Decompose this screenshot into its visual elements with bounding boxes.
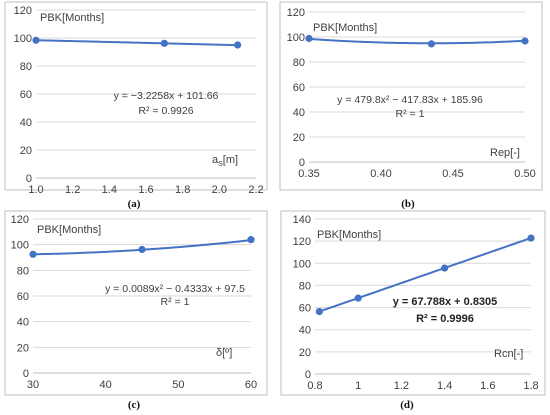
trendline-equation: y = 479.8x² − 417.83x + 185.96: [337, 94, 483, 106]
y-tick-label: 120: [287, 7, 305, 19]
y-tick-label: 100: [287, 32, 305, 44]
data-point: [138, 245, 146, 254]
chart-panel-b: 0 20 40 60 80 100 120 0.35 0.40 0.45 0.50 PBK[Month…: [279, 1, 543, 210]
y-tick-label: 40: [293, 107, 305, 119]
chart-frame: [279, 1, 543, 191]
chart-panel-d: 0 20 40 60 80 100 120 140 0.8 1 1.2 1.4 1.6 1.8 PBK[Mo…: [280, 210, 546, 411]
x-axis-label: aS[m]: [212, 154, 238, 168]
r-squared-label: R² = 1: [396, 108, 425, 120]
y-tick-label: 0: [26, 173, 32, 185]
y-tick-label: 80: [299, 280, 311, 292]
data-point: [305, 34, 313, 43]
y-axis-label: PBK[Months]: [37, 224, 101, 236]
x-tick-label: 1.0: [28, 184, 43, 196]
y-tick-label: 20: [299, 347, 311, 359]
y-tick-label: 60: [293, 82, 305, 94]
data-point: [247, 236, 255, 244]
r-squared-label: R² = 1: [161, 296, 190, 308]
x-tick-label: 0.8: [307, 380, 322, 392]
x-tick-label: 1.8: [175, 184, 190, 196]
data-point: [234, 41, 242, 49]
r-squared-label: R² = 0.9926: [138, 105, 193, 117]
x-tick-label: 2.0: [212, 184, 227, 196]
x-tick-label: 50: [172, 379, 184, 391]
panel-caption: (c): [128, 399, 141, 411]
y-tick-label: 80: [20, 61, 32, 73]
trendline-equation: y = 0.0089x² − 0.4333x + 97.5: [105, 283, 245, 295]
chart-panel-a: 0 20 40 60 80 100 120 1.0 1.2 1.4 1.6 1.8 2.0 2.2 PBK[…: [4, 1, 268, 210]
y-tick-label: 40: [17, 317, 29, 329]
x-tick-label: 1.6: [138, 184, 153, 196]
x-axis-label: Rep[-]: [490, 147, 520, 159]
x-tick-label: 0.35: [298, 168, 319, 180]
x-tick-label: 1.4: [102, 184, 117, 196]
x-tick-label: 30: [27, 379, 39, 391]
data-point: [160, 39, 168, 47]
y-tick-label: 0: [305, 369, 311, 381]
r-squared-label: R² = 0.9996: [416, 313, 474, 325]
y-tick-label: 40: [20, 117, 32, 129]
x-tick-label: 0.40: [370, 168, 391, 180]
y-axis-label: PBK[Months]: [317, 229, 381, 241]
trendline-equation: y = −3.2258x + 101.66: [114, 90, 219, 102]
x-tick-label: 0.50: [514, 168, 535, 180]
x-tick-label: 40: [100, 379, 112, 391]
chart-frame: [4, 210, 268, 396]
chart-frame: [280, 210, 546, 396]
y-tick-label: 100: [293, 258, 311, 270]
panel-caption: (b): [401, 198, 415, 210]
y-axis-label: PBK[Months]: [313, 22, 377, 34]
y-tick-label: 80: [17, 265, 29, 277]
y-tick-label: 20: [17, 342, 29, 354]
data-point: [315, 307, 323, 316]
trendline-equation: y = 67.788x + 0.8305: [393, 296, 498, 308]
data-point: [32, 36, 40, 44]
y-tick-label: 0: [299, 157, 305, 169]
x-tick-label: 1.8: [523, 380, 538, 392]
x-tick-label: 1.4: [437, 380, 452, 392]
x-tick-label: 1: [355, 380, 361, 392]
y-tick-label: 140: [293, 214, 311, 226]
x-tick-label: 1.6: [480, 380, 495, 392]
chart-panel-c: 0 20 40 60 80 100 120 30 40 50 60 PBK[Months] δ[º] y …: [4, 210, 268, 411]
y-tick-label: 100: [14, 33, 32, 45]
data-point: [527, 234, 535, 242]
data-point: [521, 37, 529, 45]
x-tick-label: 1.2: [65, 184, 80, 196]
x-tick-label: 2.2: [248, 184, 263, 196]
data-point: [29, 250, 37, 258]
y-tick-label: 40: [299, 325, 311, 337]
y-tick-label: 80: [293, 57, 305, 69]
x-tick-label: 60: [245, 379, 257, 391]
panel-caption: (a): [128, 198, 141, 210]
panel-caption: (d): [400, 399, 414, 411]
x-tick-label: 1.2: [394, 380, 409, 392]
y-tick-label: 100: [11, 240, 29, 252]
data-point: [427, 40, 435, 48]
y-tick-label: 60: [20, 89, 32, 101]
y-tick-label: 60: [17, 291, 29, 303]
trendline: [318, 237, 532, 313]
chart-frame: [4, 1, 268, 191]
trendline: [308, 37, 526, 45]
x-axis-label: δ[º]: [216, 347, 232, 359]
x-tick-label: 0.45: [442, 168, 463, 180]
trendline: [35, 39, 238, 47]
y-axis-label: PBK[Months]: [40, 12, 104, 24]
x-axis-label: Rcn[-]: [494, 348, 523, 360]
y-tick-label: 120: [293, 236, 311, 248]
y-tick-label: 20: [20, 145, 32, 157]
data-point: [354, 294, 362, 302]
y-tick-label: 120: [11, 214, 29, 226]
y-tick-label: 20: [293, 132, 305, 144]
y-tick-label: 0: [23, 368, 29, 380]
data-point: [441, 264, 449, 272]
y-tick-label: 120: [14, 5, 32, 17]
y-tick-label: 60: [299, 303, 311, 315]
